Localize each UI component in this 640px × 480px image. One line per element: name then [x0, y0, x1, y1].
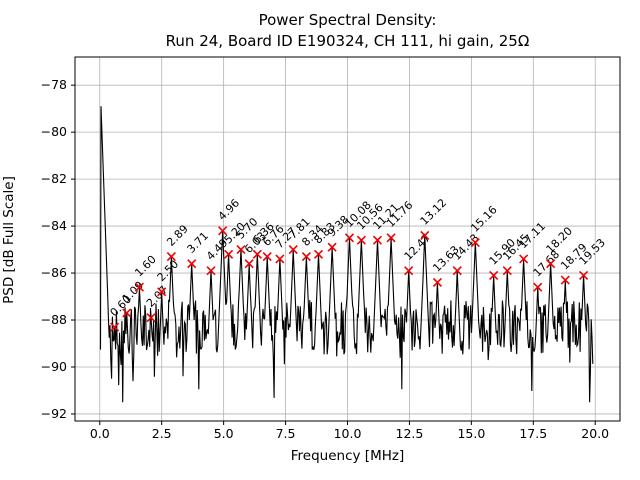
peak-marker-x	[187, 259, 197, 269]
peak-marker-x	[356, 235, 366, 245]
chart-title: Power Spectral Density: Run 24, Board ID…	[75, 10, 620, 52]
peak-marker-x	[502, 266, 512, 276]
chart-title-line1: Power Spectral Density:	[258, 11, 437, 29]
peak-marker-x	[372, 235, 383, 245]
peak-frequency-label: 4.96	[216, 196, 243, 223]
peak-marker-x	[579, 270, 589, 280]
peak-marker-x	[206, 266, 216, 276]
peak-marker-x	[224, 249, 234, 259]
peak-marker-x	[452, 266, 462, 276]
y-tick-label: −92	[41, 406, 67, 421]
peak-marker-x	[546, 259, 556, 269]
peak-marker-x	[386, 233, 396, 243]
peak-marker-x	[262, 252, 272, 262]
x-tick-label: 0.0	[90, 426, 110, 441]
peak-marker-x	[327, 242, 337, 252]
y-tick-label: −86	[41, 265, 67, 280]
peak-frequency-label: 2.07	[144, 283, 171, 310]
peak-marker-x	[157, 287, 167, 297]
peak-marker-x	[288, 245, 298, 255]
peak-marker-x	[432, 277, 442, 288]
y-tick-label: −78	[41, 77, 67, 92]
peak-marker-x	[560, 275, 570, 285]
x-tick-label: 15.0	[457, 426, 485, 441]
y-tick-label: −80	[41, 124, 67, 139]
peak-marker-x	[110, 322, 120, 332]
y-tick-label: −82	[41, 171, 67, 186]
peak-frequency-label: 12.47	[402, 231, 433, 262]
peak-marker-x	[470, 237, 480, 248]
x-tick-label: 2.5	[152, 426, 172, 441]
peak-marker-x	[146, 313, 156, 323]
peak-frequency-label: 15.16	[468, 203, 499, 234]
peak-marker-x	[489, 270, 499, 280]
y-tick-label: −88	[41, 312, 67, 327]
x-tick-label: 12.5	[396, 426, 424, 441]
peak-marker-x	[166, 252, 176, 262]
y-axis-label: PSD [dB Full Scale]	[1, 176, 17, 304]
x-tick-label: 10.0	[334, 426, 362, 441]
peak-marker-x	[301, 252, 311, 262]
peak-marker-x	[404, 266, 414, 276]
x-tick-label: 17.5	[519, 426, 547, 441]
peak-marker-x	[252, 249, 262, 259]
y-tick-label: −90	[41, 359, 67, 374]
peak-marker-x	[420, 230, 430, 241]
peak-marker-x	[519, 254, 529, 264]
peak-marker-x	[275, 254, 285, 264]
peak-marker-x	[134, 282, 144, 292]
x-axis-label: Frequency [MHz]	[290, 448, 405, 464]
peak-marker-x	[218, 226, 228, 236]
x-tick-label: 20.0	[581, 426, 609, 441]
peak-marker-x	[344, 233, 355, 243]
x-tick-label: 5.0	[214, 426, 234, 441]
peak-marker-x	[313, 249, 324, 259]
y-tick-label: −84	[41, 218, 67, 233]
psd-line	[99, 106, 594, 403]
peak-marker-x	[236, 245, 246, 255]
x-tick-label: 7.5	[276, 426, 296, 441]
peak-frequency-label: 13.12	[418, 196, 449, 227]
peak-marker-x	[533, 282, 543, 292]
chart-title-line2: Run 24, Board ID E190324, CH 111, hi gai…	[165, 32, 530, 50]
peak-marker-x	[122, 308, 132, 318]
peak-marker-x	[244, 259, 254, 269]
peak-frequency-label: 2.50	[155, 258, 182, 285]
